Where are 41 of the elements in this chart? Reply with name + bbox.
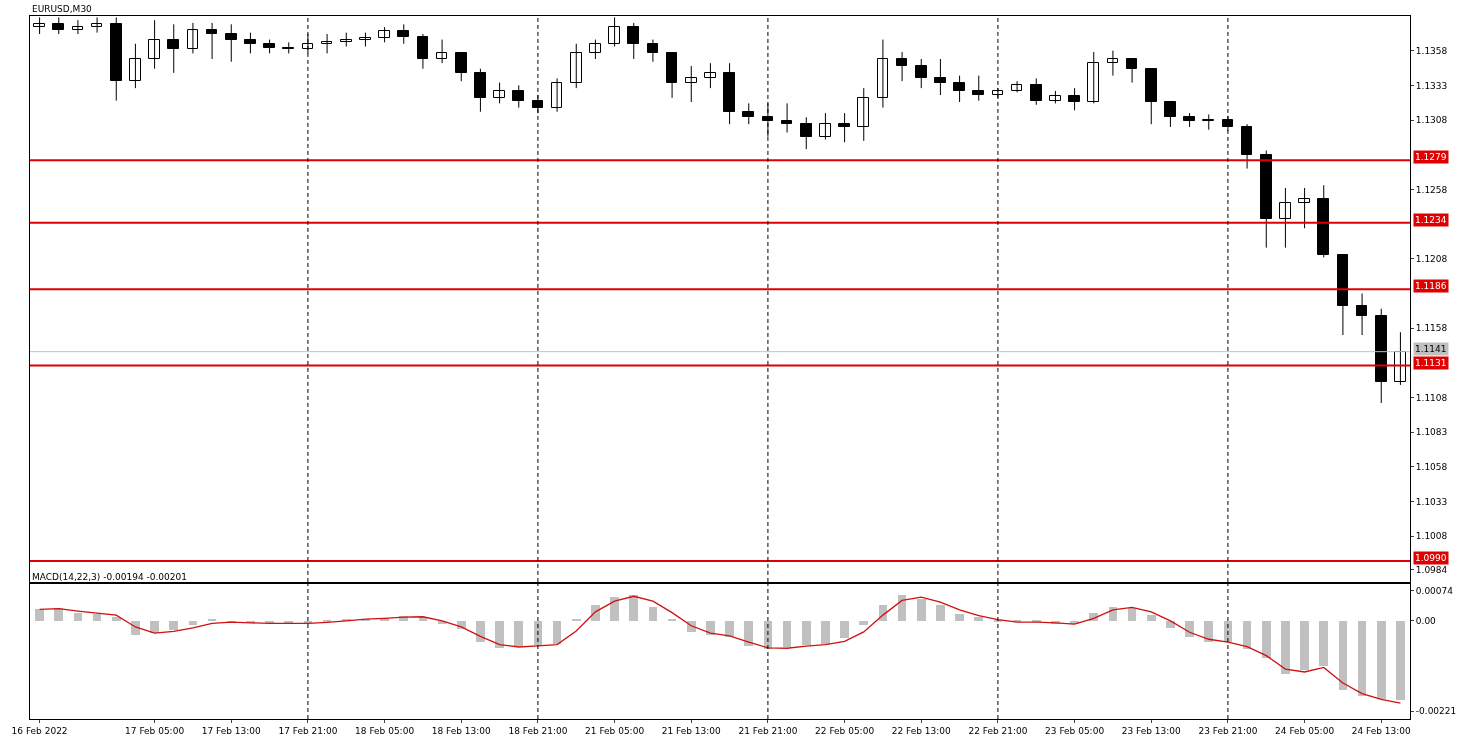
y-tick-label: 1.0984 [1415,564,1448,575]
y-tick-label: 1.1208 [1415,253,1448,264]
x-tick-label: 18 Feb 13:00 [431,725,492,736]
x-tick-label: 17 Feb 05:00 [125,725,185,736]
x-tick-label: 23 Feb 05:00 [1045,725,1105,736]
ref-line-label: 1.1279 [1415,152,1447,162]
x-tick-label: 16 Feb 2022 [11,725,68,736]
ref-line-label: 1.0990 [1415,553,1447,563]
y-tick-label: 1.1158 [1415,323,1448,334]
x-tick-label: 17 Feb 13:00 [201,725,262,736]
y-tick-label: 1.1358 [1415,45,1448,56]
y-tick-label: 1.1008 [1415,531,1448,542]
y-tick-label: 1.1058 [1415,461,1448,472]
ref-line-label: 1.1234 [1415,215,1447,225]
y-tick-label: 1.1083 [1415,427,1448,438]
y-tick-label: 1.1333 [1415,80,1448,91]
ref-line-label: 1.1141 [1415,344,1447,354]
x-tick-label: 22 Feb 05:00 [815,725,875,736]
x-tick-label: 22 Feb 21:00 [968,725,1028,736]
x-tick-label: 23 Feb 21:00 [1198,725,1258,736]
x-tick-label: 21 Feb 13:00 [661,725,722,736]
y-tick-label: 0.00074 [1415,585,1454,596]
x-tick-label: 18 Feb 21:00 [508,725,568,736]
x-tick-label: 24 Feb 13:00 [1351,725,1412,736]
x-tick-label: 17 Feb 21:00 [278,725,338,736]
chart-title: MACD(14,22,3) -0.00194 -0.00201 [32,572,188,582]
x-tick-label: 24 Feb 05:00 [1275,725,1335,736]
x-tick-label: 22 Feb 13:00 [891,725,952,736]
y-tick-label: 0.00 [1415,615,1437,626]
y-tick-label: -0.00221 [1415,706,1457,717]
ref-line-label: 1.1131 [1415,358,1447,368]
x-tick-label: 21 Feb 21:00 [738,725,798,736]
y-tick-label: 1.1258 [1415,184,1448,195]
y-tick-label: 1.1308 [1415,115,1448,126]
y-tick-label: 1.1108 [1415,392,1448,403]
y-tick-label: 1.1033 [1415,496,1448,507]
chart-title: EURUSD,M30 [32,4,93,14]
x-tick-label: 23 Feb 13:00 [1121,725,1182,736]
x-tick-label: 21 Feb 05:00 [585,725,645,736]
ref-line-label: 1.1186 [1415,281,1447,291]
x-tick-label: 18 Feb 05:00 [355,725,415,736]
